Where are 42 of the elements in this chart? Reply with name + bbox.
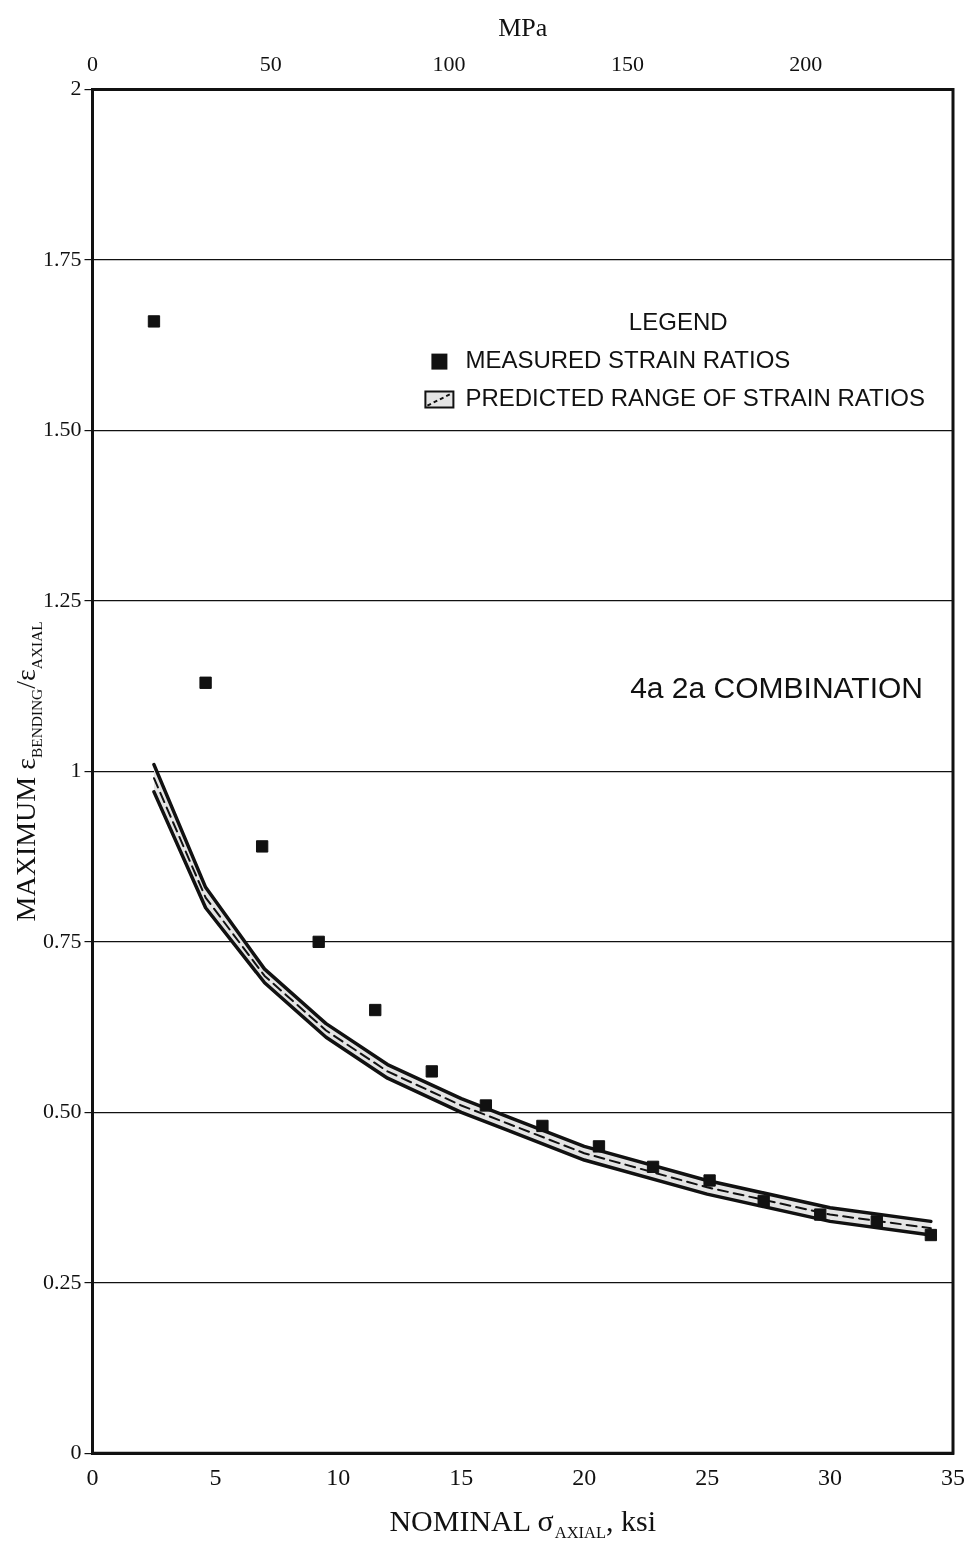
- x2-tick-label: 100: [432, 51, 466, 77]
- x-tick-label: 20: [572, 1463, 597, 1490]
- x-tick-label: 15: [449, 1463, 474, 1490]
- x-tick-label: 25: [695, 1463, 720, 1490]
- x-tick-label: 35: [941, 1463, 965, 1490]
- point: [255, 840, 269, 853]
- y-tick-label: 0.25: [43, 1268, 82, 1294]
- y-tick-label: 0.50: [43, 1098, 82, 1124]
- point: [147, 315, 161, 328]
- point: [814, 1208, 827, 1221]
- annotation: 4a 2a COMBINATION: [630, 670, 923, 704]
- point: [703, 1174, 716, 1187]
- point: [646, 1160, 660, 1173]
- y-tick-label: 2: [70, 75, 82, 101]
- y-axis-title: MAXIMUM εBENDING/εAXIAL: [10, 621, 45, 922]
- point: [425, 1065, 438, 1078]
- x2-tick-label: 200: [789, 51, 823, 77]
- y-tick-label: 1.25: [43, 586, 82, 612]
- point: [479, 1099, 493, 1112]
- legend-title: LEGEND: [628, 308, 728, 336]
- x2-axis-title: MPa: [498, 13, 548, 43]
- x-tick-label: 10: [326, 1463, 351, 1490]
- legend-label: MEASURED STRAIN RATIOS: [465, 346, 791, 374]
- y-tick-label: 1.75: [43, 245, 82, 271]
- y-tick-label: 1: [70, 757, 82, 783]
- x2-tick-label: 150: [610, 51, 644, 77]
- point: [536, 1119, 549, 1133]
- point: [870, 1215, 883, 1228]
- x2-tick-label: 0: [87, 51, 98, 77]
- point: [592, 1140, 606, 1153]
- x2-tick-label: 50: [259, 51, 282, 77]
- x-tick-label: 30: [818, 1463, 843, 1490]
- legend-label: PREDICTED RANGE OF STRAIN RATIOS: [465, 384, 926, 412]
- x-tick-label: 5: [209, 1463, 222, 1490]
- point: [312, 935, 325, 949]
- point: [199, 676, 212, 689]
- point: [924, 1228, 938, 1242]
- y-tick-label: 0.75: [43, 927, 82, 953]
- point: [369, 1003, 382, 1017]
- point: [757, 1194, 770, 1208]
- y-tick-label: 0: [70, 1438, 82, 1464]
- y-tick-label: 1.50: [43, 416, 82, 442]
